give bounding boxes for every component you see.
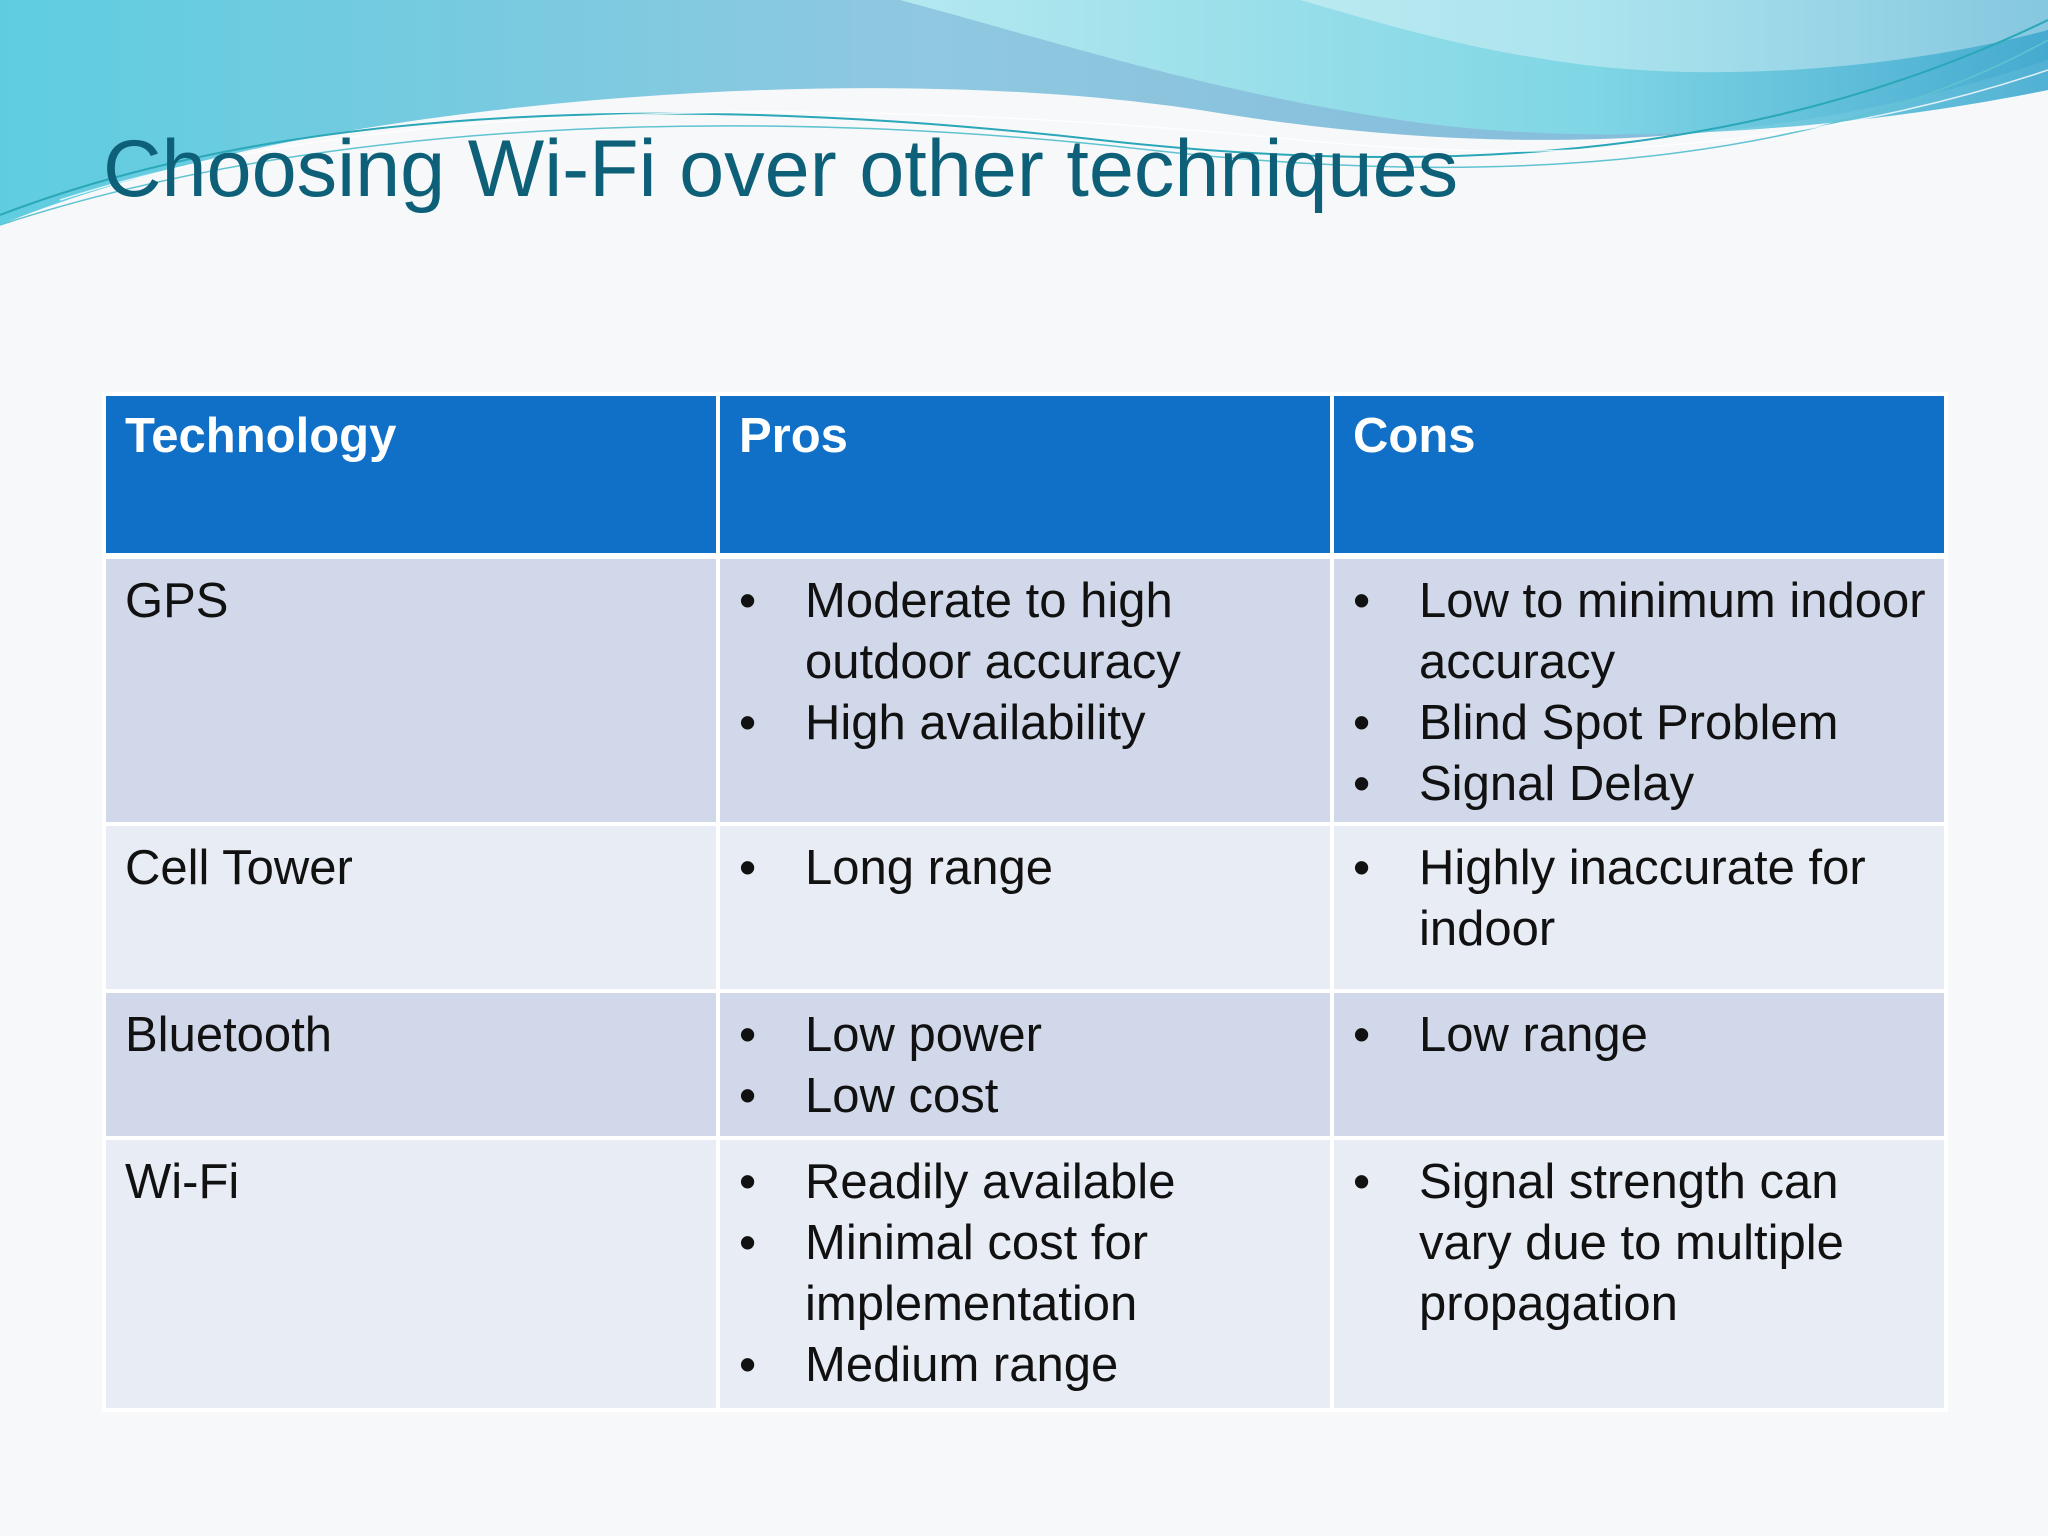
list-item: • High availability xyxy=(739,693,1312,754)
con-text: Low to minimum indoor accuracy xyxy=(1419,574,1926,689)
cons-cell: • Signal strength can vary due to multipl… xyxy=(1330,1136,1948,1412)
cons-list: • Highly inaccurate for indoor xyxy=(1353,838,1926,960)
pro-text: High availability xyxy=(805,696,1146,750)
pro-text: Low power xyxy=(805,1008,1042,1062)
list-item: • Medium range xyxy=(739,1335,1312,1396)
cons-list: • Low to minimum indoor accuracy • Blind S… xyxy=(1353,571,1926,815)
bullet-icon: • xyxy=(739,696,757,750)
bullet-icon: • xyxy=(1353,574,1371,628)
table-row: Wi-Fi • Readily available • Minimal cost f… xyxy=(102,1136,1948,1412)
list-item: • Blind Spot Problem xyxy=(1353,693,1926,754)
bullet-icon: • xyxy=(739,1008,757,1062)
bullet-icon: • xyxy=(1353,757,1371,811)
bullet-icon: • xyxy=(1353,1155,1371,1209)
bullet-icon: • xyxy=(1353,1008,1371,1062)
pro-text: Low cost xyxy=(805,1069,999,1123)
list-item: • Moderate to high outdoor accuracy xyxy=(739,571,1312,693)
pro-text: Long range xyxy=(805,841,1053,895)
con-text: Signal Delay xyxy=(1419,757,1695,811)
con-text: Low range xyxy=(1419,1008,1648,1062)
pros-list: • Moderate to high outdoor accuracy • High… xyxy=(739,571,1312,754)
list-item: • Low range xyxy=(1353,1005,1926,1066)
cons-list: • Low range xyxy=(1353,1005,1926,1066)
list-item: • Low cost xyxy=(739,1066,1312,1127)
list-item: • Signal Delay xyxy=(1353,754,1926,815)
list-item: • Low power xyxy=(739,1005,1312,1066)
pro-text: Medium range xyxy=(805,1338,1119,1392)
table-row: Cell Tower • Long range • Highly inaccurat… xyxy=(102,822,1948,993)
bullet-icon: • xyxy=(739,1338,757,1392)
list-item: • Readily available xyxy=(739,1152,1312,1213)
bullet-icon: • xyxy=(739,1155,757,1209)
bullet-icon: • xyxy=(739,574,757,628)
slide-title: Choosing Wi-Fi over other techniques xyxy=(103,124,1459,214)
cons-cell: • Highly inaccurate for indoor xyxy=(1330,822,1948,993)
pros-cell: • Long range xyxy=(716,822,1334,993)
table-row: Bluetooth • Low power • Low cost • Low rang… xyxy=(102,989,1948,1140)
list-item: • Minimal cost for implementation xyxy=(739,1213,1312,1335)
header-wave-decoration xyxy=(0,0,2048,226)
cons-list: • Signal strength can vary due to multipl… xyxy=(1353,1152,1926,1335)
pros-list: • Long range xyxy=(739,838,1312,899)
pros-cell: • Readily available • Minimal cost for imp… xyxy=(716,1136,1334,1412)
pros-list: • Low power • Low cost xyxy=(739,1005,1312,1127)
comparison-table: Technology Pros Cons GPS • Moderate to hi… xyxy=(102,392,1948,1412)
list-item: • Long range xyxy=(739,838,1312,899)
bullet-icon: • xyxy=(1353,696,1371,750)
header-cons: Cons xyxy=(1330,392,1948,559)
cons-cell: • Low to minimum indoor accuracy • Blind S… xyxy=(1330,554,1948,826)
technology-cell: Bluetooth xyxy=(102,989,720,1140)
con-text: Blind Spot Problem xyxy=(1419,696,1839,750)
technology-cell: GPS xyxy=(102,554,720,826)
header-technology: Technology xyxy=(102,392,720,559)
pro-text: Moderate to high outdoor accuracy xyxy=(805,574,1181,689)
pros-cell: • Low power • Low cost xyxy=(716,989,1334,1140)
bullet-icon: • xyxy=(739,1069,757,1123)
bullet-icon: • xyxy=(739,1216,757,1270)
pros-list: • Readily available • Minimal cost for imp… xyxy=(739,1152,1312,1396)
cons-cell: • Low range xyxy=(1330,989,1948,1140)
list-item: • Highly inaccurate for indoor xyxy=(1353,838,1926,960)
bullet-icon: • xyxy=(739,841,757,895)
pros-cell: • Moderate to high outdoor accuracy • High… xyxy=(716,554,1334,826)
header-row: Technology Pros Cons xyxy=(102,392,1948,559)
con-text: Signal strength can vary due to multiple… xyxy=(1419,1155,1844,1331)
table-row: GPS • Moderate to high outdoor accuracy •… xyxy=(102,554,1948,826)
list-item: • Signal strength can vary due to multipl… xyxy=(1353,1152,1926,1335)
list-item: • Low to minimum indoor accuracy xyxy=(1353,571,1926,693)
bullet-icon: • xyxy=(1353,841,1371,895)
header-pros: Pros xyxy=(716,392,1334,559)
pro-text: Minimal cost for implementation xyxy=(805,1216,1149,1331)
pro-text: Readily available xyxy=(805,1155,1176,1209)
con-text: Highly inaccurate for indoor xyxy=(1419,841,1866,956)
technology-cell: Wi-Fi xyxy=(102,1136,720,1412)
technology-cell: Cell Tower xyxy=(102,822,720,993)
